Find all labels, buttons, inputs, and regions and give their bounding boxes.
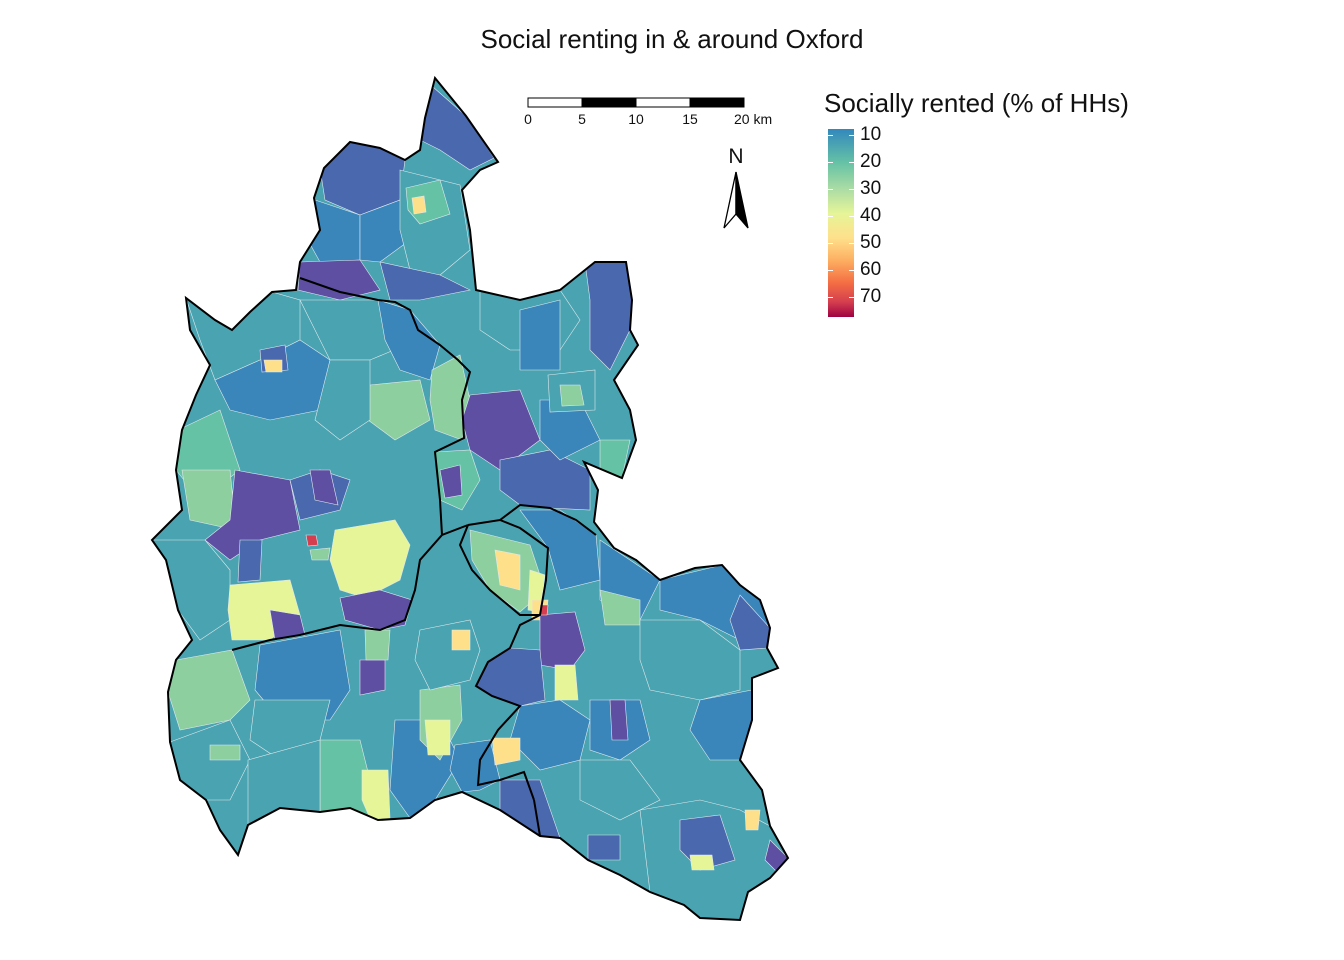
legend-label: 20: [860, 151, 882, 172]
legend-label: 60: [860, 259, 882, 280]
map-region: [554, 664, 579, 701]
map-region: [361, 769, 391, 831]
scale-label-0: 0: [524, 111, 532, 127]
map-region: [449, 739, 501, 793]
map-region: [339, 589, 413, 631]
map-region: [729, 594, 771, 651]
legend-tick: [828, 135, 833, 136]
north-arrow-icon: N: [723, 145, 749, 229]
legend-tick: [828, 270, 833, 271]
north-label: N: [728, 145, 743, 168]
map-region: [263, 359, 283, 373]
legend: Socially rented (% of HHs) 10 20 30 40 50 60 7…: [824, 88, 1129, 329]
map-region: [744, 809, 761, 831]
map-region: [639, 619, 741, 701]
legend-label: 70: [860, 286, 882, 307]
legend-title: Socially rented (% of HHs): [824, 88, 1129, 118]
map-title: Social renting in & around Oxford: [480, 24, 864, 54]
district-boundaries: [231, 277, 597, 837]
legend-tick: [849, 162, 854, 163]
map-region: [494, 549, 521, 591]
map-region: [329, 519, 411, 599]
map-region: [314, 359, 371, 441]
map-region: [439, 464, 463, 499]
map-region: [254, 629, 351, 721]
map-region: [209, 744, 241, 761]
legend-tick: [828, 243, 833, 244]
map-region: [237, 539, 263, 583]
map-region: [451, 629, 471, 651]
map-region: [305, 534, 319, 547]
legend-tick: [828, 162, 833, 163]
legend-label: 30: [860, 178, 882, 199]
map-region: [587, 834, 621, 861]
map-region: [309, 469, 339, 506]
map-regions: [152, 78, 788, 920]
legend-tick: [828, 216, 833, 217]
map-region: [519, 299, 561, 371]
legend-colorbar: 10 20 30 40 50 60 70: [824, 125, 1129, 329]
legend-label: 10: [860, 124, 882, 145]
scale-label-10: 10: [628, 111, 644, 127]
map-region: [359, 199, 411, 263]
legend-label: 40: [860, 205, 882, 226]
map-region: [689, 854, 715, 871]
legend-tick: [849, 297, 854, 298]
map-region: [559, 384, 585, 407]
map-region: [379, 261, 471, 301]
legend-tick: [849, 189, 854, 190]
map-region: [309, 547, 331, 561]
map-region: [424, 719, 451, 756]
map-region: [599, 439, 631, 479]
legend-label: 50: [860, 232, 882, 253]
legend-tick: [849, 216, 854, 217]
legend-tick: [828, 297, 833, 298]
legend-tick: [849, 243, 854, 244]
legend-tick: [849, 135, 854, 136]
scale-label-20: 20 km: [734, 111, 772, 127]
legend-tick: [849, 270, 854, 271]
map-region: [269, 609, 306, 641]
scale-label-15: 15: [682, 111, 698, 127]
map-region: [491, 737, 521, 766]
map-region: [411, 195, 427, 215]
map-region: [297, 259, 381, 301]
map-region: [359, 659, 386, 696]
map-region: [609, 699, 629, 741]
scale-label-5: 5: [578, 111, 586, 127]
legend-gradient: [828, 129, 854, 317]
scale-bar: 0 5 10 15 20 km: [524, 97, 772, 127]
map-region: [364, 629, 391, 661]
legend-tick: [828, 189, 833, 190]
